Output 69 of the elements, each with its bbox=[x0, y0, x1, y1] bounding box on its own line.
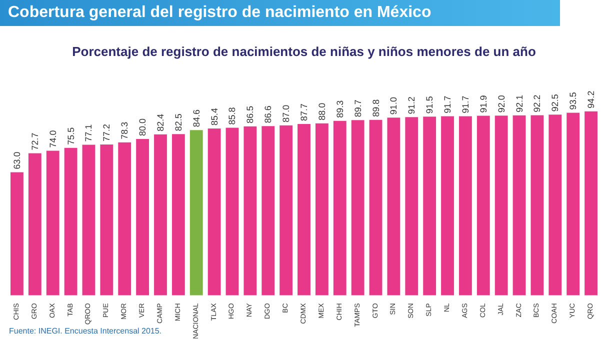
bar bbox=[46, 150, 60, 296]
bar bbox=[298, 124, 310, 296]
data-label: 84.6 bbox=[191, 110, 202, 128]
data-label: 89.8 bbox=[370, 99, 381, 117]
data-label: 91.9 bbox=[478, 95, 488, 113]
bar bbox=[262, 126, 275, 296]
bar bbox=[441, 116, 454, 296]
bar bbox=[369, 120, 382, 296]
bar bbox=[566, 112, 580, 296]
bar bbox=[118, 142, 132, 296]
data-label: 91.0 bbox=[388, 97, 399, 115]
data-label: 91.7 bbox=[460, 96, 470, 114]
data-label: 91.2 bbox=[406, 96, 417, 114]
data-label: 77.1 bbox=[84, 124, 94, 142]
data-label: 72.7 bbox=[30, 132, 40, 150]
data-label: 92.2 bbox=[532, 94, 542, 112]
bar bbox=[136, 139, 150, 296]
bar bbox=[315, 123, 328, 296]
bar bbox=[244, 126, 257, 296]
chart-title: Cobertura general del registro de nacimiento en México bbox=[0, 0, 560, 26]
bar bbox=[28, 153, 42, 296]
data-label: 63.0 bbox=[12, 152, 22, 170]
bar bbox=[226, 128, 239, 296]
data-label: 78.3 bbox=[120, 122, 130, 140]
data-label: 94.2 bbox=[586, 90, 596, 108]
bar bbox=[512, 115, 526, 296]
data-label: 89.3 bbox=[334, 100, 345, 118]
bar bbox=[548, 114, 562, 296]
bar bbox=[172, 134, 185, 296]
bar bbox=[494, 116, 508, 296]
bar bbox=[351, 120, 364, 296]
data-label: 74.0 bbox=[48, 130, 58, 148]
data-label: 86.6 bbox=[263, 106, 274, 124]
chart-subtitle: Porcentaje de registro de nacimientos de niñas y niños menores de un año bbox=[72, 44, 536, 59]
bar bbox=[423, 116, 436, 296]
bar bbox=[100, 144, 114, 296]
bar bbox=[64, 148, 78, 296]
data-label: 82.4 bbox=[155, 114, 166, 132]
data-label: 92.1 bbox=[514, 94, 524, 112]
bar bbox=[405, 117, 418, 296]
bar bbox=[476, 116, 490, 296]
data-label: 87.0 bbox=[281, 104, 292, 122]
data-label: 86.5 bbox=[245, 106, 256, 124]
bar bbox=[190, 130, 203, 296]
bar bbox=[458, 116, 472, 296]
bar bbox=[387, 118, 400, 296]
bar bbox=[82, 144, 96, 296]
data-label: 85.4 bbox=[209, 108, 220, 126]
data-label: 77.2 bbox=[102, 124, 112, 142]
data-label: 87.7 bbox=[299, 103, 309, 122]
bar bbox=[280, 125, 293, 296]
data-label: 82.5 bbox=[173, 114, 184, 132]
data-label: 91.7 bbox=[442, 96, 453, 114]
data-label: 80.0 bbox=[138, 118, 148, 136]
bar bbox=[154, 134, 167, 296]
bar bbox=[333, 120, 346, 296]
data-label: 89.7 bbox=[352, 100, 363, 118]
bar bbox=[10, 172, 24, 296]
source-note: Fuente: INEGI. Encuesta Intercensal 2015. bbox=[9, 326, 162, 336]
data-label: 91.5 bbox=[424, 96, 435, 114]
data-label: 88.0 bbox=[316, 102, 327, 120]
data-label: 92.5 bbox=[550, 94, 560, 112]
data-label: 85.8 bbox=[227, 107, 238, 125]
data-label: 93.5 bbox=[568, 92, 578, 110]
data-label: 92.0 bbox=[496, 95, 506, 113]
bar bbox=[584, 111, 598, 296]
data-label: 75.5 bbox=[66, 127, 76, 145]
bar bbox=[530, 115, 544, 296]
bar bbox=[208, 128, 221, 296]
